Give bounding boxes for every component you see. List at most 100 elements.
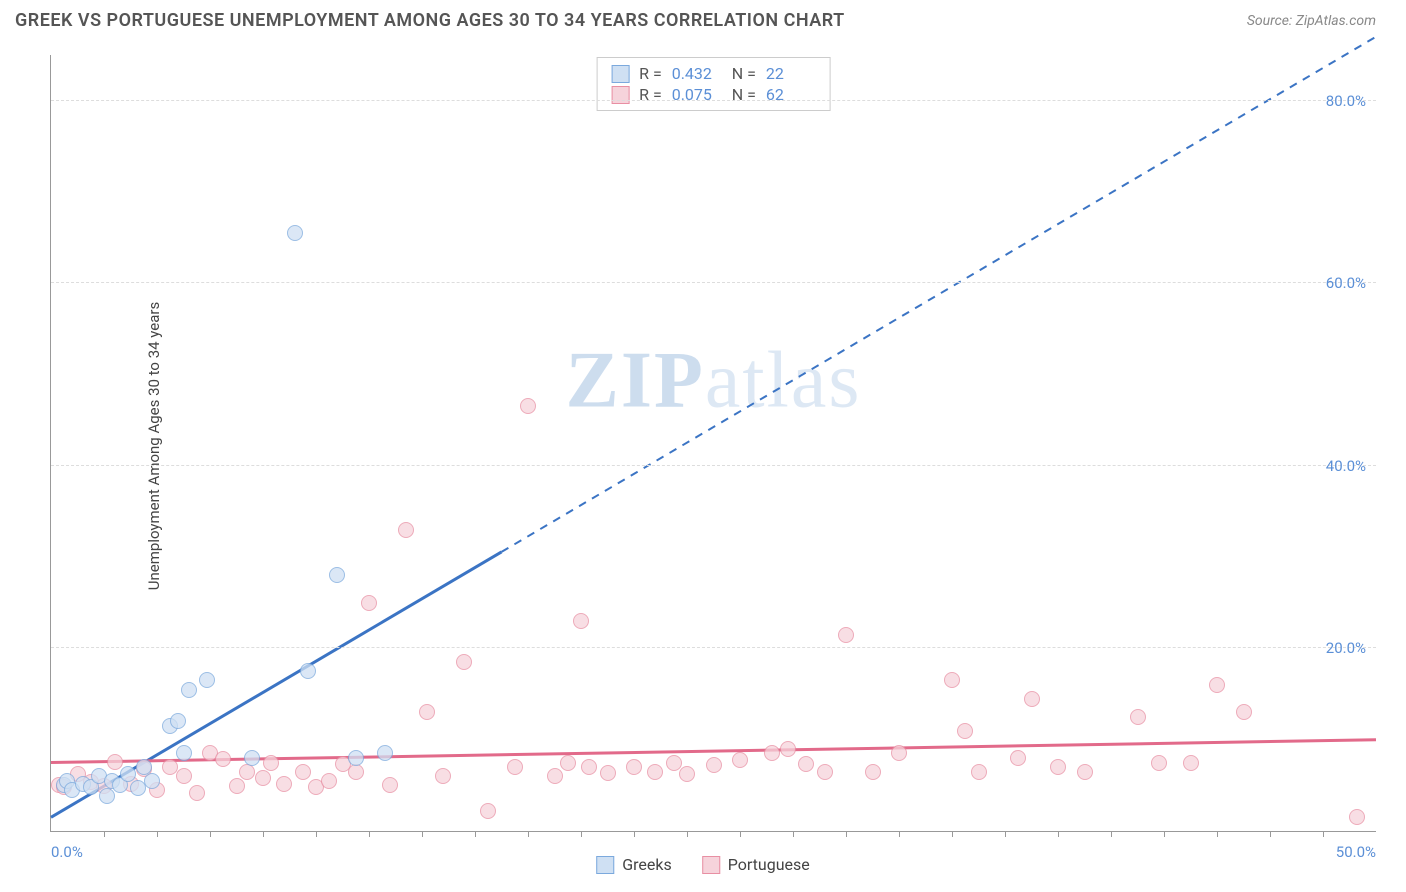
n-label: N =: [732, 85, 756, 104]
data-point-portuguese: [838, 627, 854, 643]
data-point-portuguese: [239, 764, 255, 780]
data-point-portuguese: [865, 764, 881, 780]
x-tick: [899, 831, 900, 837]
data-point-portuguese: [647, 764, 663, 780]
stats-row-greeks: R = 0.432 N = 22: [611, 64, 816, 83]
trend-lines-layer: [51, 55, 1376, 831]
x-tick-label: 0.0%: [51, 843, 83, 861]
data-point-portuguese: [276, 776, 292, 792]
x-tick: [1323, 831, 1324, 837]
data-point-portuguese: [573, 613, 589, 629]
data-point-portuguese: [957, 723, 973, 739]
x-tick: [369, 831, 370, 837]
y-tick-label: 80.0%: [1326, 92, 1366, 110]
x-tick: [1164, 831, 1165, 837]
x-tick: [475, 831, 476, 837]
watermark: ZIPatlas: [566, 335, 862, 426]
x-tick: [1005, 831, 1006, 837]
legend-label-greeks: Greeks: [622, 855, 672, 874]
data-point-portuguese: [679, 766, 695, 782]
data-point-portuguese: [398, 522, 414, 538]
y-tick-label: 40.0%: [1326, 457, 1366, 475]
swatch-greeks: [611, 65, 629, 83]
x-tick: [1217, 831, 1218, 837]
data-point-greeks: [170, 713, 186, 729]
data-point-portuguese: [1010, 750, 1026, 766]
stats-row-portuguese: R = 0.075 N = 62: [611, 85, 816, 104]
swatch-portuguese: [611, 86, 629, 104]
data-point-portuguese: [348, 764, 364, 780]
data-point-portuguese: [706, 757, 722, 773]
data-point-portuguese: [382, 777, 398, 793]
data-point-portuguese: [435, 768, 451, 784]
data-point-portuguese: [581, 759, 597, 775]
data-point-portuguese: [107, 754, 123, 770]
data-point-portuguese: [1050, 759, 1066, 775]
chart-title: GREEK VS PORTUGUESE UNEMPLOYMENT AMONG A…: [15, 10, 845, 31]
data-point-portuguese: [1349, 809, 1365, 825]
data-point-portuguese: [780, 741, 796, 757]
data-point-portuguese: [1077, 764, 1093, 780]
data-point-portuguese: [600, 765, 616, 781]
x-tick: [846, 831, 847, 837]
data-point-greeks: [300, 663, 316, 679]
data-point-portuguese: [189, 785, 205, 801]
n-value-portuguese: 62: [766, 85, 816, 104]
swatch-greeks-icon: [596, 856, 614, 874]
x-tick: [1111, 831, 1112, 837]
legend-label-portuguese: Portuguese: [728, 855, 810, 874]
chart-plot-area: ZIPatlas R = 0.432 N = 22 R = 0.075 N = …: [50, 55, 1376, 832]
data-point-greeks: [120, 766, 136, 782]
swatch-portuguese-icon: [702, 856, 720, 874]
r-label: R =: [639, 64, 662, 83]
data-point-portuguese: [1151, 755, 1167, 771]
data-point-greeks: [329, 567, 345, 583]
x-tick: [263, 831, 264, 837]
n-value-greeks: 22: [766, 64, 816, 83]
gridline: [51, 282, 1376, 283]
data-point-portuguese: [1024, 691, 1040, 707]
data-point-portuguese: [732, 752, 748, 768]
r-label: R =: [639, 85, 662, 104]
data-point-portuguese: [1236, 704, 1252, 720]
x-tick: [104, 831, 105, 837]
data-point-portuguese: [1183, 755, 1199, 771]
r-value-greeks: 0.432: [672, 64, 722, 83]
legend-item-portuguese: Portuguese: [702, 855, 810, 874]
x-tick: [581, 831, 582, 837]
data-point-portuguese: [480, 803, 496, 819]
legend-item-greeks: Greeks: [596, 855, 672, 874]
r-value-portuguese: 0.075: [672, 85, 722, 104]
data-point-portuguese: [176, 768, 192, 784]
gridline: [51, 100, 1376, 101]
data-point-portuguese: [229, 778, 245, 794]
x-tick: [1270, 831, 1271, 837]
source-label: Source: ZipAtlas.com: [1247, 13, 1376, 29]
x-tick: [740, 831, 741, 837]
x-tick: [1058, 831, 1059, 837]
x-tick: [210, 831, 211, 837]
data-point-portuguese: [1130, 709, 1146, 725]
legend: Greeks Portuguese: [596, 855, 810, 874]
data-point-greeks: [144, 773, 160, 789]
data-point-portuguese: [263, 755, 279, 771]
data-point-portuguese: [666, 755, 682, 771]
data-point-greeks: [244, 750, 260, 766]
data-point-portuguese: [456, 654, 472, 670]
n-label: N =: [732, 64, 756, 83]
data-point-portuguese: [419, 704, 435, 720]
gridline: [51, 647, 1376, 648]
data-point-portuguese: [507, 759, 523, 775]
data-point-greeks: [377, 745, 393, 761]
x-tick: [687, 831, 688, 837]
data-point-portuguese: [520, 398, 536, 414]
data-point-greeks: [176, 745, 192, 761]
data-point-greeks: [181, 682, 197, 698]
y-tick-label: 20.0%: [1326, 639, 1366, 657]
x-tick: [157, 831, 158, 837]
data-point-portuguese: [1209, 677, 1225, 693]
data-point-greeks: [99, 788, 115, 804]
data-point-portuguese: [817, 764, 833, 780]
data-point-portuguese: [626, 759, 642, 775]
data-point-portuguese: [361, 595, 377, 611]
